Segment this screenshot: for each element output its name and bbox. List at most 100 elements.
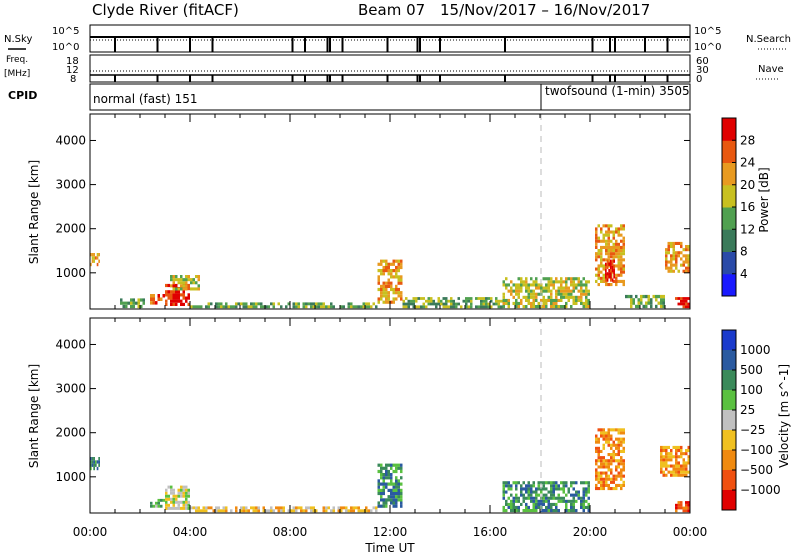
echo-cell — [395, 491, 398, 496]
echo-cell — [390, 495, 393, 499]
echo-cell — [542, 301, 545, 305]
echo-cell — [615, 443, 618, 447]
echo-cell — [610, 437, 613, 441]
colorbar-tick-label: 24 — [740, 156, 755, 170]
echo-cell — [613, 265, 615, 270]
echo-cell — [202, 509, 205, 513]
echo-cell — [605, 459, 608, 463]
echo-cell — [387, 269, 390, 273]
colorbar-swatch — [722, 140, 736, 163]
echo-cell — [532, 295, 535, 299]
echo-cell — [192, 281, 195, 285]
echo-cell — [507, 487, 510, 491]
echo-cell — [685, 506, 688, 510]
echo-cell — [607, 459, 610, 463]
echo-cell — [570, 505, 573, 509]
echo-cell — [255, 509, 258, 513]
echo-cell — [595, 483, 598, 487]
echo-cell — [600, 480, 603, 484]
echo-cell — [665, 473, 668, 477]
echo-cell — [242, 302, 245, 306]
echo-cell — [615, 276, 618, 280]
echo-cell — [220, 302, 223, 306]
echo-cell — [662, 464, 665, 468]
echo-cell — [385, 476, 388, 480]
echo-cell — [527, 481, 530, 485]
echo-cell — [302, 302, 305, 306]
echo-cell — [577, 295, 580, 299]
echo-cell — [392, 291, 395, 295]
echo-cell — [582, 496, 585, 500]
echo-cell — [680, 449, 683, 453]
echo-cell — [677, 461, 680, 465]
echo-cell — [655, 298, 658, 302]
echo-cell — [535, 305, 538, 309]
echo-cell — [620, 258, 623, 262]
echo-cell — [530, 292, 533, 296]
echo-cell — [585, 505, 588, 509]
echo-cell — [385, 498, 388, 502]
echo-cell — [377, 300, 380, 304]
echo-cell — [405, 302, 408, 306]
echo-cell — [180, 302, 183, 306]
echo-cell — [572, 502, 575, 506]
echo-cell — [242, 509, 245, 513]
echo-cell — [542, 496, 545, 500]
echo-cell — [527, 484, 530, 488]
echo-cell — [185, 500, 188, 504]
echo-cell — [667, 266, 670, 270]
echo-cell — [595, 468, 598, 472]
echo-cell — [525, 484, 528, 488]
echo-cell — [452, 299, 455, 303]
echo-cell — [615, 437, 618, 441]
echo-cell — [687, 257, 690, 261]
echo-cell — [670, 470, 673, 474]
echo-cell — [607, 264, 610, 268]
echo-cell — [570, 493, 573, 497]
echo-cell — [607, 483, 610, 487]
echo-cell — [602, 236, 605, 240]
echo-cell — [535, 283, 538, 287]
echo-cell — [400, 504, 403, 508]
echo-cell — [93, 466, 95, 471]
echo-cell — [177, 296, 180, 300]
echo-cell — [392, 491, 395, 496]
echo-cell — [575, 301, 578, 305]
echo-cell — [617, 459, 620, 463]
echo-cell — [257, 506, 260, 510]
echo-cell — [175, 287, 178, 291]
echo-cell — [380, 498, 383, 502]
echo-cell — [660, 449, 663, 453]
echo-cell — [502, 305, 505, 309]
echo-cell — [617, 227, 620, 231]
echo-cell — [562, 305, 565, 309]
echo-cell — [615, 465, 618, 469]
echo-cell — [605, 283, 608, 287]
echo-cell — [480, 305, 483, 309]
echo-cell — [532, 484, 535, 488]
echo-cell — [600, 465, 603, 469]
echo-cell — [90, 253, 92, 257]
echo-cell — [530, 301, 533, 305]
echo-cell — [347, 305, 350, 309]
echo-cell — [542, 286, 545, 290]
echo-cell — [490, 299, 493, 303]
echo-cell — [632, 298, 635, 302]
echo-cell — [615, 255, 618, 259]
echo-cell — [397, 482, 400, 486]
echo-cell — [606, 275, 609, 279]
echo-cell — [545, 298, 548, 302]
echo-cell — [317, 302, 320, 306]
echo-cell — [617, 245, 620, 249]
echo-cell — [585, 292, 588, 296]
echo-cell — [665, 251, 668, 255]
echo-cell — [390, 466, 393, 470]
echo-cell — [172, 299, 175, 303]
echo-cell — [180, 287, 183, 291]
echo-cell — [615, 446, 618, 450]
echo-cell — [222, 506, 225, 510]
echo-cell — [687, 470, 690, 474]
echo-cell — [400, 294, 403, 298]
echo-cell — [452, 302, 455, 306]
